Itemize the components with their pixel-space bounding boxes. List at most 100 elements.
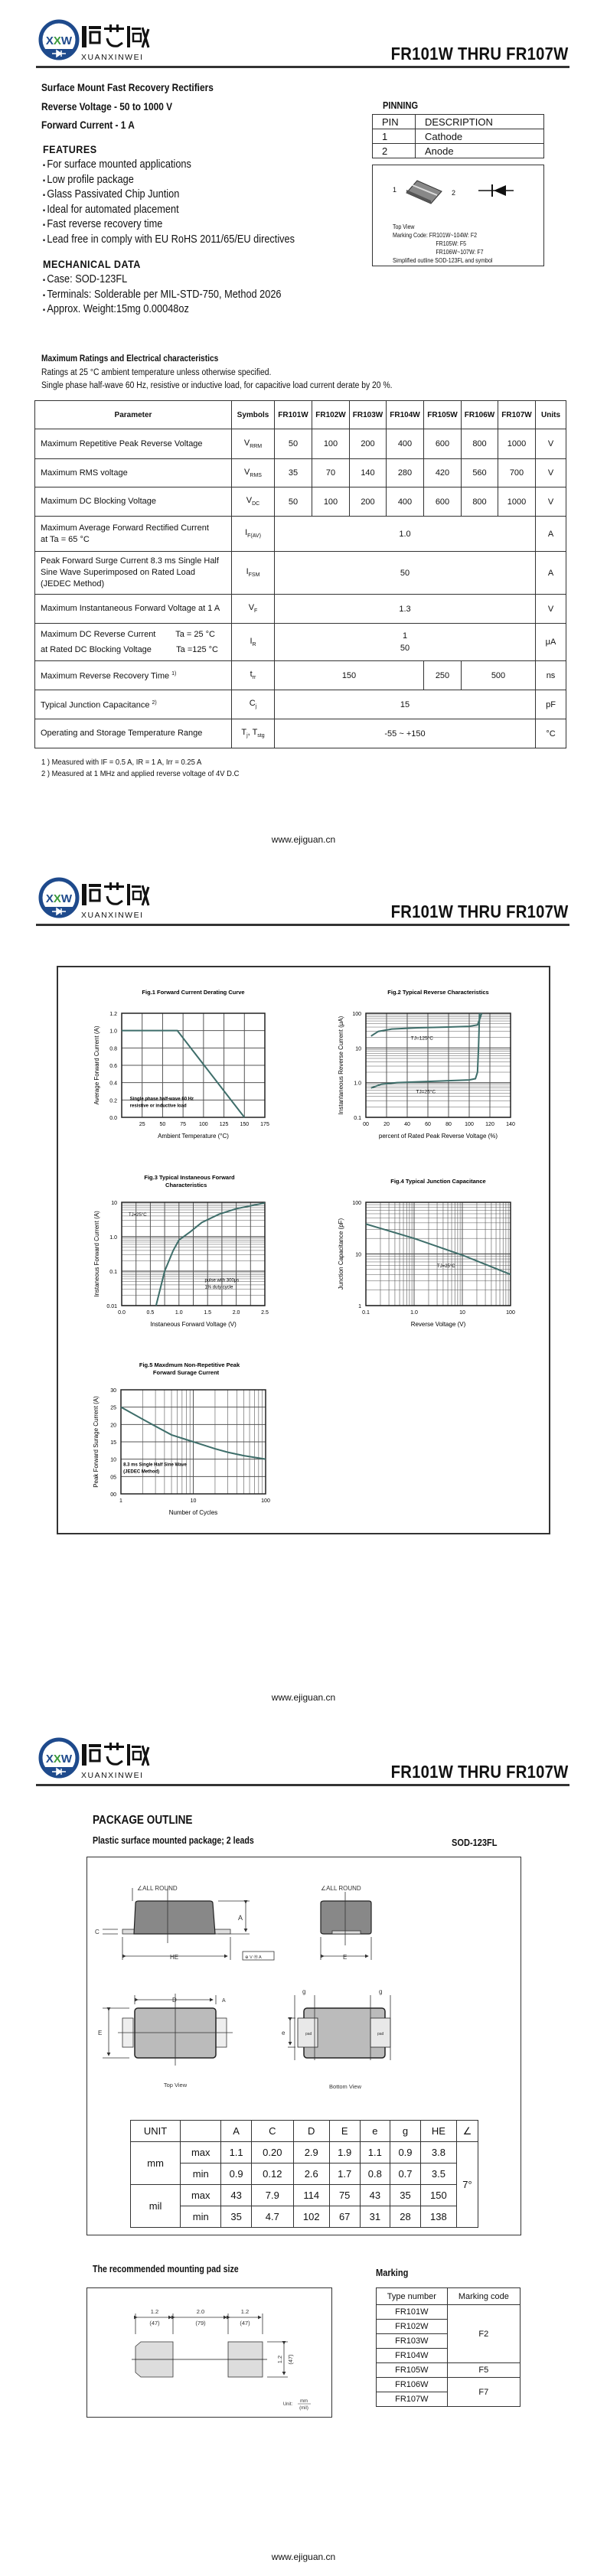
unit-cell: °C	[535, 719, 566, 748]
ratings-heading: Maximum Ratings and Electrical character…	[41, 353, 219, 364]
dim-value: min	[180, 2163, 222, 2185]
dim-header: E	[328, 2120, 361, 2142]
feature-item: Lead free in comply with EU RoHS 2011/65…	[43, 233, 295, 248]
type-number: FR101W	[376, 2304, 448, 2320]
dim-e-label: e	[282, 2030, 286, 2036]
x-tick-label: 0.1	[362, 1310, 370, 1316]
x-tick-label: 1.5	[204, 1310, 211, 1316]
x-tick-label: 120	[485, 1122, 494, 1127]
datum-A-label: A	[222, 1998, 226, 2004]
x-tick-label: 80	[445, 1122, 452, 1127]
type-number: FR104W	[376, 2348, 448, 2363]
dim-header: A	[220, 2120, 252, 2142]
unit-cell: V	[535, 429, 566, 459]
dim-value: 0.9	[390, 2141, 421, 2164]
marking-code: F5	[446, 2362, 521, 2378]
all-round-label: ∠ALL ROUND	[137, 1885, 178, 1892]
chart-annotation: TJ=25°C	[129, 1213, 147, 1218]
marking-code: F7	[446, 2377, 521, 2407]
table-row: Typical Junction Capacitance 2) Cj 15 pF	[34, 690, 566, 719]
dim-row: mil max 43 7.9 114 75 43 35 150	[129, 2184, 478, 2228]
pad-height: 1.2	[276, 2356, 283, 2363]
x-tick-label: 60	[425, 1122, 431, 1127]
param-text: Sine Wave Superimposed on Rated Load	[41, 568, 195, 577]
chart-annotation: 1% duty cycle	[204, 1286, 233, 1290]
symbol-sub: stg	[257, 733, 265, 739]
dim-header: e	[359, 2120, 391, 2142]
x-tick-label: 50	[160, 1122, 166, 1127]
pin-description: Cathode	[415, 129, 544, 144]
features-heading: FEATURES	[43, 143, 97, 155]
marking-table: Type number Marking code FR101W F2 FR102W …	[376, 2287, 521, 2407]
dim-value: 102	[292, 2206, 330, 2228]
value-cell: 500	[461, 660, 536, 690]
dim-value: 0.7	[390, 2163, 421, 2185]
all-round-label: ∠ALL ROUND	[321, 1885, 361, 1892]
dim-header	[180, 2120, 222, 2142]
pad-height-mil: (47)	[287, 2354, 294, 2365]
y-tick-label: 0.1	[109, 1270, 117, 1275]
footer-url[interactable]: www.ejiguan.cn	[271, 1692, 336, 1703]
dim-value: max	[180, 2141, 222, 2164]
symbol-cell: VRRM	[231, 429, 275, 459]
dim-header: UNIT	[129, 2120, 181, 2142]
x-tick-label: 100	[261, 1498, 270, 1504]
logo-brand-en: XUANXINWEI	[81, 1771, 144, 1780]
pad-size-title: The recommended mounting pad size	[93, 2264, 239, 2274]
dim-value: 35	[390, 2184, 421, 2206]
symbol: V	[244, 467, 250, 477]
chart-title: Fig.3 Typical Instaneous Forward	[144, 1174, 235, 1181]
package-type: SOD-123FL	[452, 1837, 498, 1848]
feature-item: Low profile package	[43, 173, 295, 188]
series-label: TJ=25°C	[416, 1089, 436, 1095]
dim-value: 4.7	[250, 2206, 294, 2228]
pin-number: 1	[372, 129, 416, 144]
unit-mm: mm	[300, 2399, 308, 2404]
chart-annotation: Single phase half-wave 60 Hz	[130, 1097, 194, 1101]
dim-value: 31	[359, 2206, 391, 2228]
chart-title: Characteristics	[165, 1182, 207, 1189]
x-tick-label: 10	[459, 1310, 465, 1316]
company-logo: XXW XUANXINWEI	[38, 1736, 168, 1782]
footer-url[interactable]: www.ejiguan.cn	[271, 2552, 336, 2562]
mechanical-list: Case: SOD-123FL Terminals: Solderable pe…	[43, 272, 324, 318]
dim-value: 3.5	[419, 2163, 458, 2185]
y-tick-label: 10	[355, 1046, 361, 1052]
features-list: For surface mounted applications Low pro…	[43, 158, 339, 247]
y-tick-label: 30	[110, 1388, 116, 1394]
y-tick-label: 0.2	[109, 1098, 117, 1104]
pad-gap: 2.0	[197, 2308, 204, 2315]
symbol: , T	[247, 728, 258, 738]
value-cell: 400	[386, 487, 424, 517]
package-dimension-drawing: ∠ALL ROUND ∠ALL ROUND A C HE ⊕ V Ⓜ A E D…	[95, 1885, 391, 2090]
y-tick-label: 0.01	[106, 1304, 117, 1309]
value-cell: 35	[274, 458, 312, 487]
footnote: 1 ) Measured with IF = 0.5 A, IR = 1 A, …	[41, 758, 202, 767]
pin2-label: 2	[452, 189, 456, 197]
value-cell: 200	[349, 429, 387, 459]
col-header: FR105W	[423, 400, 462, 429]
footer-url[interactable]: www.ejiguan.cn	[271, 834, 336, 845]
param-cell: Maximum Instantaneous Forward Voltage at…	[34, 594, 232, 624]
x-axis-label: Reverse Voltage (V)	[411, 1321, 466, 1328]
col-header: Parameter	[34, 400, 232, 429]
dim-E-label: E	[98, 2030, 102, 2036]
pin1-label: 1	[393, 186, 397, 194]
table-row: Operating and Storage Temperature Range …	[34, 719, 566, 748]
y-tick-label: 00	[110, 1492, 116, 1498]
param-text: Peak Forward Surge Current 8.3 ms Single…	[41, 556, 219, 566]
plot-frame	[121, 1202, 266, 1306]
unit-cell: V	[535, 458, 566, 487]
dim-header: ∠	[456, 2120, 478, 2142]
y-tick-label: 0.8	[109, 1046, 117, 1052]
x-tick-label: 140	[506, 1122, 515, 1127]
marking-code: F2	[446, 2304, 521, 2363]
mechanical-item: Approx. Weight:15mg 0.00048oz	[43, 302, 282, 318]
symbol: C	[249, 699, 256, 709]
x-tick-label: 2.5	[261, 1310, 269, 1316]
value-cell: 560	[461, 458, 498, 487]
y-tick-label: 1.0	[109, 1235, 117, 1241]
header-divider	[36, 924, 569, 926]
type-number: FR105W	[376, 2362, 448, 2378]
